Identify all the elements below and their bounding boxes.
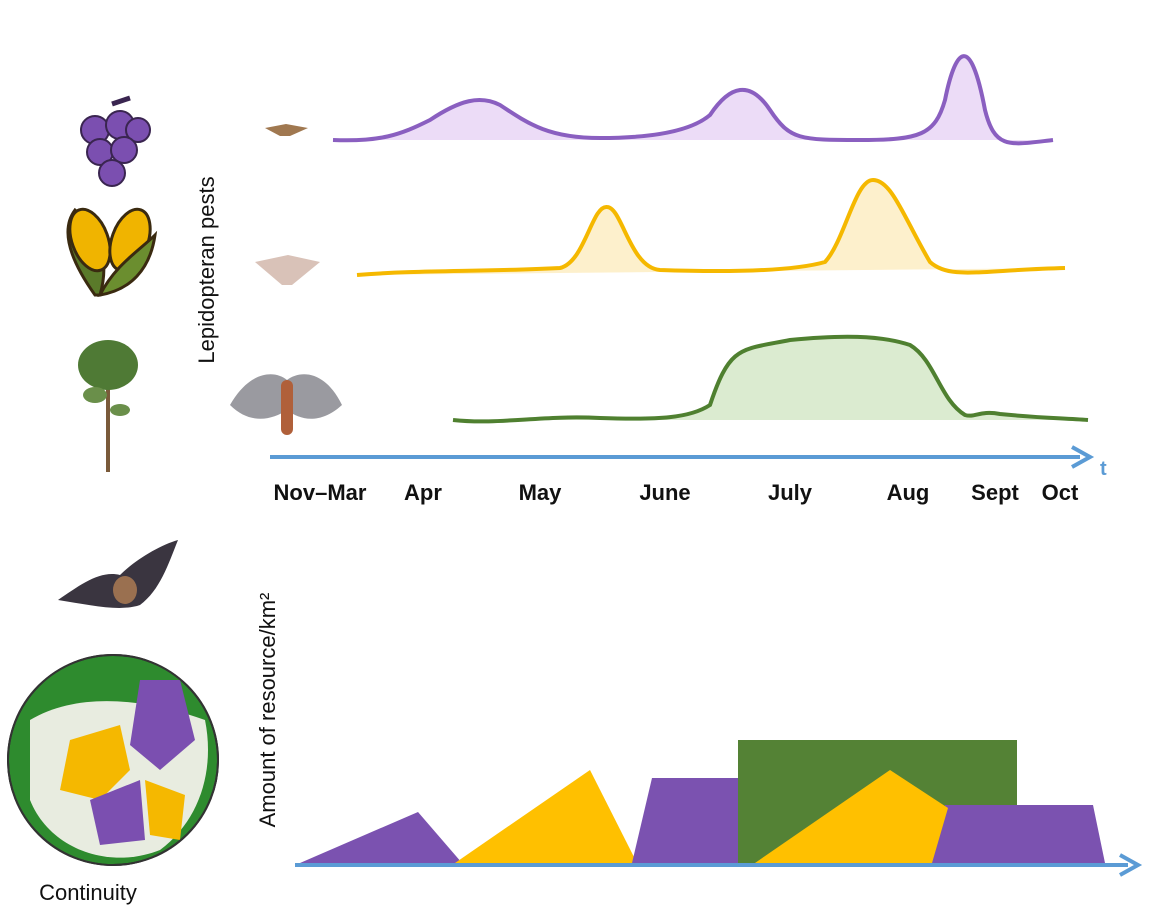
yellow-curve <box>356 177 1066 277</box>
yellow-resource <box>455 770 637 863</box>
time-label: t <box>1100 458 1107 480</box>
pine-tree-icon <box>78 340 138 472</box>
purple-curve <box>332 54 1054 146</box>
month-label: Sept <box>971 480 1019 505</box>
purple-resource <box>930 805 1105 863</box>
axis-arrow <box>1071 445 1095 469</box>
y-axis-label-top: Lepidopteran pests <box>194 176 219 363</box>
month-label: Apr <box>404 480 442 505</box>
corn-icon <box>66 207 158 297</box>
caption: Continuity <box>39 880 137 905</box>
map-icon <box>7 654 219 866</box>
purple-resource <box>300 812 462 863</box>
month-label: Oct <box>1042 480 1079 505</box>
yellow-resource <box>755 770 948 863</box>
y-axis-label-bottom: Amount of resource/km² <box>255 593 280 828</box>
green-curve <box>452 334 1089 424</box>
moth-icons <box>230 124 342 435</box>
month-label: May <box>519 480 563 505</box>
bat-icon <box>58 540 178 608</box>
purple-resource <box>632 778 738 863</box>
month-label: July <box>768 480 813 505</box>
grape-icon <box>80 95 151 187</box>
month-label: June <box>639 480 690 505</box>
axis-arrow <box>1119 853 1143 877</box>
month-label: Nov–Mar <box>274 480 367 505</box>
month-label: Aug <box>887 480 930 505</box>
